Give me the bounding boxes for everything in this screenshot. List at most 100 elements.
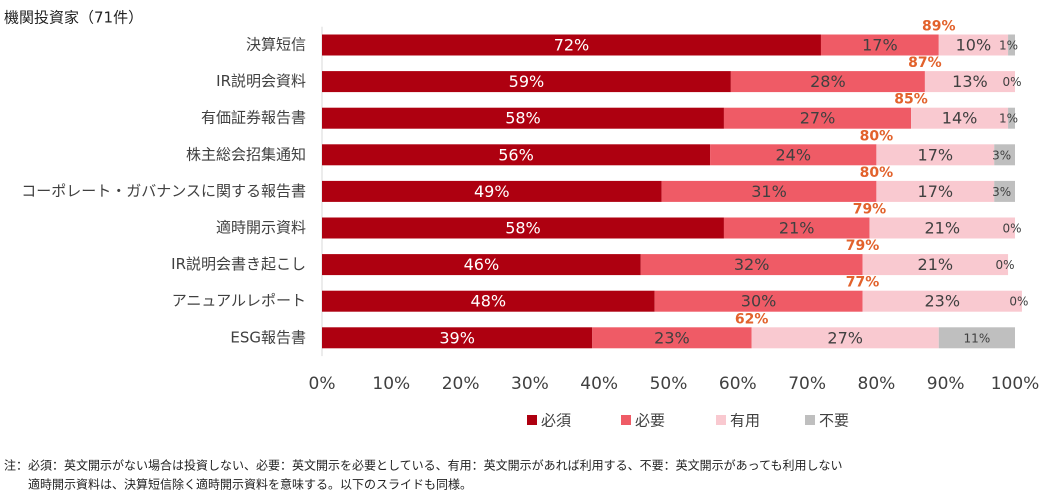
bar-segment [322,107,724,129]
value-label: 72% [554,36,590,55]
bar-segment [751,327,939,349]
x-tick-label: 10% [372,374,410,394]
bar-segment [723,107,912,129]
value-label: 59% [509,72,545,91]
value-label: 46% [464,255,500,274]
value-label: 17% [918,182,954,201]
x-tick-label: 100% [991,374,1040,394]
value-label: 1% [999,112,1018,126]
value-label: 30% [741,292,777,311]
x-tick-label: 20% [442,374,480,394]
x-tick-label: 0% [309,374,336,394]
y-tick-label: 株主総会招集通知 [186,145,306,163]
annotation: 79% [853,202,887,218]
value-label: 23% [924,292,960,311]
annotation: 87% [908,55,942,71]
legend-swatch [716,415,726,425]
bar-segment [820,34,939,56]
value-label: 11% [964,331,991,345]
x-tick-label: 80% [858,374,896,394]
bar-segment [911,107,1009,129]
bar-segment [322,217,724,239]
bar-segment [640,254,863,276]
value-label: 49% [474,182,510,201]
bar-segment [862,254,1009,276]
legend-swatch [805,415,815,425]
value-label: 10% [956,36,992,55]
y-tick-label: 決算短信 [246,36,306,54]
legend-label: 有用 [730,412,760,430]
y-tick-label: IR説明会資料 [216,72,306,90]
legend-label: 不要 [819,412,849,430]
value-label: 17% [862,36,898,55]
legend-label: 必須 [541,412,571,430]
x-tick-label: 70% [788,374,826,394]
legend-swatch [527,415,537,425]
x-tick-label: 30% [511,374,549,394]
x-tick-label: 60% [719,374,757,394]
note: 適時開示資料は、決算短信除く適時開示資料を意味する。以下のスライドも同様。 [28,477,472,492]
annotation: 80% [860,128,894,144]
annotation: 89% [922,19,956,35]
value-label: 0% [1002,75,1021,89]
annotation: 85% [894,92,928,108]
bar-segment [322,254,641,276]
annotation: 62% [735,311,769,327]
y-tick-label: コーポレート・ガバナンスに関する報告書 [21,182,306,200]
legend-swatch [621,415,631,425]
value-label: 27% [827,328,863,347]
bar-segment [924,71,1015,93]
value-label: 48% [471,292,507,311]
value-label: 0% [996,258,1015,272]
bar-segment [994,180,1015,202]
bar-segment [592,327,752,349]
value-label: 21% [918,255,954,274]
x-tick-label: 40% [580,374,618,394]
bar-segment [322,180,662,202]
x-tick-label: 90% [927,374,965,394]
value-label: 32% [734,255,770,274]
value-label: 58% [505,109,541,128]
y-tick-label: アニュアルレポート [172,292,306,310]
value-label: 0% [1002,222,1021,236]
bar-segment [994,144,1015,166]
value-label: 3% [992,185,1011,199]
legend-label: 必要 [635,412,665,430]
bar-segment [322,144,711,166]
bar-segment [876,144,995,166]
value-label: 24% [775,145,811,164]
bar-segment [938,34,1009,56]
value-label: 21% [779,219,815,238]
bar-segment [322,34,821,56]
bar-segment [322,327,593,349]
bar-segment [730,71,925,93]
chart-title: 機関投資家（71件） [4,9,143,27]
bar-segment [322,290,655,312]
annotation: 77% [846,275,880,291]
bar-segment [938,327,1015,349]
bar-segment [1008,34,1015,56]
x-tick-label: 50% [650,374,688,394]
value-label: 31% [751,182,787,201]
bar-segment [1008,107,1015,129]
bar-segment [710,144,877,166]
value-label: 21% [924,219,960,238]
value-label: 1% [999,39,1018,53]
value-label: 17% [918,145,954,164]
value-label: 3% [992,148,1011,162]
annotation: 80% [860,165,894,181]
bar-segment [723,217,870,239]
y-tick-label: IR説明会書き起こし [171,255,306,273]
y-tick-label: 適時開示資料 [216,219,306,237]
bar-segment [661,180,877,202]
value-label: 14% [942,109,978,128]
bar-segment [876,180,995,202]
y-tick-label: ESG報告書 [230,328,306,346]
bar-segment [869,217,1015,239]
value-label: 39% [439,328,475,347]
value-label: 0% [1009,295,1028,309]
value-label: 56% [498,145,534,164]
bar-segment [322,71,731,93]
y-tick-label: 有価証券報告書 [201,109,306,127]
